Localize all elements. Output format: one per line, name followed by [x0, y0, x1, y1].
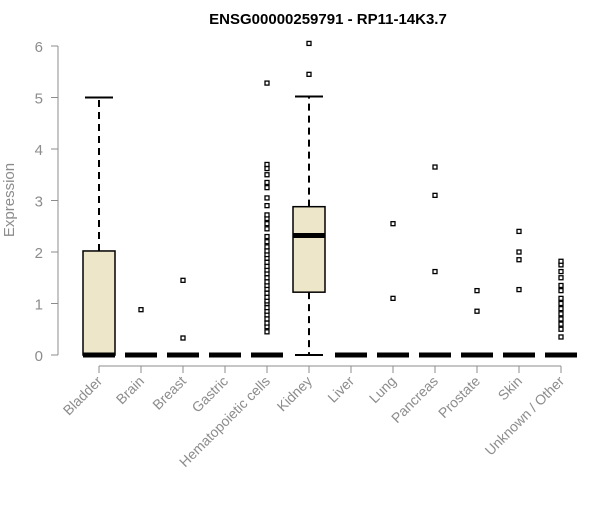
x-tick-label: Pancreas [388, 373, 441, 426]
outlier-point [558, 268, 564, 275]
outlier-point [516, 228, 522, 235]
x-tick-label: Kidney [274, 373, 316, 415]
outlier-point [558, 300, 564, 307]
box-bladder [82, 96, 116, 358]
box-breast [167, 277, 199, 358]
outlier-point [264, 320, 270, 326]
boxes-group [82, 40, 577, 358]
outlier-point [390, 295, 396, 302]
outlier-point [558, 321, 564, 327]
y-tick-label: 1 [35, 297, 43, 314]
outlier-point [516, 286, 522, 293]
outlier-point [180, 335, 186, 341]
box-lung [377, 221, 409, 358]
outlier-point [264, 290, 270, 296]
outlier-point [264, 80, 270, 86]
outlier-point [264, 279, 270, 285]
outlier-point [264, 202, 270, 209]
outlier-point [516, 249, 522, 255]
outlier-point [558, 316, 564, 322]
box-pancreas [419, 164, 451, 358]
outlier-point [306, 71, 312, 77]
outlier-point [558, 311, 564, 317]
outlier-point [474, 287, 480, 294]
y-tick-label: 3 [35, 194, 43, 211]
box-prostate [461, 287, 493, 358]
y-axis-label: Expression [1, 163, 18, 237]
x-tick-label: Prostate [435, 373, 483, 421]
outlier-point [264, 195, 270, 201]
outlier-point [264, 221, 270, 227]
y-axis: 0 1 2 3 4 5 6 [35, 39, 59, 365]
outlier-point [558, 287, 564, 294]
outlier-point [264, 184, 270, 191]
outlier-point [264, 161, 270, 168]
outlier-point [432, 164, 438, 170]
outlier-point [264, 329, 270, 335]
outlier-point [558, 334, 564, 340]
box-unknown-other [545, 258, 577, 358]
y-tick-label: 2 [35, 245, 43, 262]
outlier-point [264, 244, 270, 250]
outlier-point [264, 294, 270, 300]
outlier-point [264, 233, 270, 240]
outlier-point [264, 259, 270, 265]
box-hematopoietic-cells [251, 80, 283, 358]
box-skin [503, 228, 535, 358]
outlier-point [264, 248, 270, 254]
outlier-point [558, 258, 564, 264]
outlier-point [264, 304, 270, 311]
y-tick-label: 0 [35, 348, 43, 365]
outlier-point [432, 268, 438, 275]
outlier-point [474, 308, 480, 314]
x-tick-label: Brain [113, 373, 147, 407]
outlier-point [180, 277, 186, 283]
x-tick-label: Unknown / Other [482, 373, 568, 459]
x-tick-label: Skin [495, 373, 526, 404]
x-tick-label: Bladder [60, 373, 106, 419]
outlier-point [558, 326, 564, 332]
box-brain [125, 307, 157, 358]
outlier-point [264, 165, 270, 172]
box-kidney [292, 40, 326, 356]
outlier-point [306, 40, 312, 47]
outlier-point [432, 192, 438, 199]
box-rect [292, 205, 326, 293]
y-tick-label: 6 [35, 39, 43, 56]
box-rect [82, 250, 116, 356]
outlier-point [264, 275, 270, 281]
x-tick-label: Liver [324, 373, 357, 406]
outlier-point [558, 305, 564, 312]
outlier-point [138, 307, 144, 313]
outlier-point [264, 226, 270, 232]
outlier-point [264, 172, 270, 178]
outlier-point [264, 263, 270, 270]
outlier-point [558, 282, 564, 289]
y-tick-label: 4 [35, 142, 43, 159]
outlier-point [264, 316, 270, 322]
outlier-point [558, 275, 564, 281]
outlier-point [390, 221, 396, 227]
x-tick-label: Breast [149, 373, 189, 413]
y-tick-label: 5 [35, 91, 43, 108]
chart-title: ENSG00000259791 - RP11-14K3.7 [209, 11, 447, 28]
outlier-point [264, 212, 270, 218]
outlier-point [558, 295, 564, 302]
outlier-point [264, 239, 270, 245]
x-tick-label: Lung [366, 373, 399, 406]
outlier-point [264, 179, 270, 186]
outlier-point [516, 257, 522, 263]
